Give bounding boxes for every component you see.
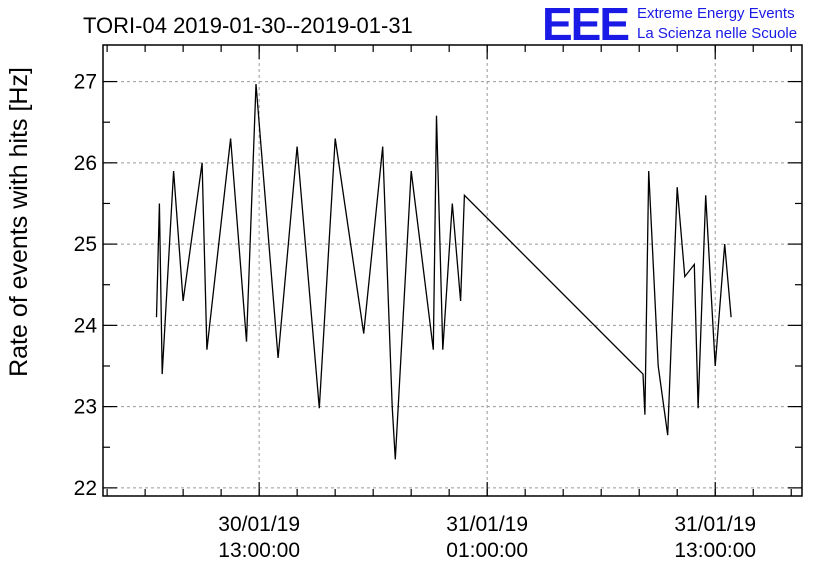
- eee-logo-mark: EEE: [542, 0, 628, 50]
- eee-logo: EEE Extreme Energy Events La Scienza nel…: [542, 0, 797, 50]
- y-tick-label: 22: [74, 477, 97, 500]
- chart-title: TORI-04 2019-01-30--2019-01-31: [83, 13, 413, 38]
- x-tick-label-time: 13:00:00: [218, 539, 300, 562]
- grid-lines: [103, 45, 802, 496]
- axis-ticks: [103, 45, 802, 496]
- data-series: [155, 83, 732, 460]
- eee-logo-line1: Extreme Energy Events: [637, 5, 795, 22]
- x-tick-label-time: 01:00:00: [446, 539, 528, 562]
- y-tick-label: 27: [74, 71, 97, 94]
- y-tick-label: 26: [74, 152, 97, 175]
- rate-series-line: [155, 83, 732, 460]
- plot-frame: [102, 44, 803, 497]
- y-tick-label: 24: [74, 314, 98, 337]
- x-tick-label-date: 31/01/19: [674, 513, 756, 536]
- x-tick-label-date: 31/01/19: [446, 513, 528, 536]
- tick-labels: 22 23 24 25 26 27 30/01/19 13:00:00 31/01/19 01:0…: [74, 71, 756, 562]
- y-tick-label: 23: [74, 396, 97, 419]
- eee-logo-line2: La Scienza nelle Scuole: [637, 25, 797, 42]
- y-tick-label: 25: [74, 233, 97, 256]
- x-tick-label-time: 13:00:00: [674, 539, 756, 562]
- y-axis-label: Rate of events with hits [Hz]: [5, 67, 33, 377]
- x-tick-label-date: 30/01/19: [218, 513, 300, 536]
